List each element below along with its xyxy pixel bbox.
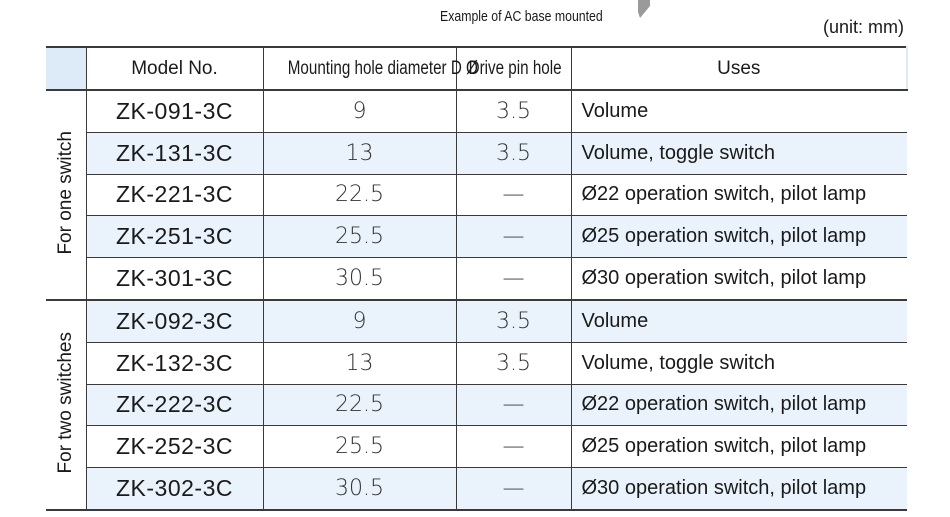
drive-pin-cell: — (455, 215, 571, 259)
drive-pin-cell: — (455, 174, 571, 217)
diameter-cell: 22.5 (262, 174, 456, 217)
header-drive-pin: Drive pin hole (455, 46, 571, 91)
drive-pin-cell: — (455, 257, 571, 301)
diameter-cell: 30.5 (262, 257, 456, 301)
uses-cell: Volume (570, 90, 907, 133)
uses-cell: Volume, toggle switch (570, 132, 907, 175)
uses-cell: Ø30 operation switch, pilot lamp (570, 257, 907, 301)
model-cell: ZK-252-3C (85, 425, 263, 469)
model-cell: ZK-251-3C (85, 215, 263, 259)
uses-cell: Ø30 operation switch, pilot lamp (570, 467, 907, 511)
table-row: ZK-301-3C 30.5 — Ø30 operation switch, p… (46, 257, 907, 301)
table-row: For two switches ZK-092-3C 9 3.5 Volume (46, 299, 907, 511)
uses-cell: Volume, toggle switch (570, 342, 907, 385)
diameter-cell: 13 (262, 342, 456, 385)
model-cell: ZK-301-3C (85, 257, 263, 301)
drive-pin-cell: 3.5 (455, 132, 571, 175)
table-row: ZK-302-3C 30.5 — Ø30 operation switch, p… (46, 467, 907, 511)
image-fragment (638, 0, 650, 18)
model-cell: ZK-092-3C (85, 299, 263, 343)
group-label-two-switches: For two switches (46, 299, 87, 511)
header-uses: Uses (570, 46, 908, 91)
drive-pin-cell: 3.5 (455, 299, 571, 343)
drive-pin-cell: 3.5 (455, 342, 571, 385)
model-cell: ZK-131-3C (85, 132, 263, 175)
model-cell: ZK-221-3C (85, 174, 263, 217)
model-cell: ZK-132-3C (85, 342, 263, 385)
uses-cell: Ø25 operation switch, pilot lamp (570, 215, 907, 259)
diameter-cell: 25.5 (262, 425, 456, 469)
table-row: ZK-132-3C 13 3.5 Volume, toggle switch (46, 342, 907, 385)
diameter-cell: 13 (262, 132, 456, 175)
model-cell: ZK-302-3C (85, 467, 263, 511)
header-corner (46, 46, 86, 91)
table-row: ZK-251-3C 25.5 — Ø25 operation switch, p… (46, 215, 907, 259)
diameter-cell: 25.5 (262, 215, 456, 259)
drive-pin-cell: 3.5 (455, 90, 571, 133)
spec-table: Model No. Mounting hole diameter D Ø Dri… (46, 46, 908, 511)
drive-pin-cell: — (455, 467, 571, 511)
table-row: For one switch ZK-091-3C 9 3.5 Volume (46, 90, 907, 301)
table-row: ZK-222-3C 22.5 — Ø22 operation switch, p… (46, 384, 907, 427)
unit-note: (unit: mm) (823, 17, 904, 37)
header-model: Model No. (85, 46, 263, 91)
header-diameter: Mounting hole diameter D Ø (262, 46, 477, 91)
drive-pin-cell: — (455, 425, 571, 469)
header-row: Model No. Mounting hole diameter D Ø Dri… (46, 46, 908, 91)
uses-cell: Ø22 operation switch, pilot lamp (570, 174, 907, 217)
table-row: ZK-252-3C 25.5 — Ø25 operation switch, p… (46, 425, 907, 469)
figure-caption: Example of AC base mounted (440, 8, 603, 25)
group-label-one-switch: For one switch (46, 90, 87, 301)
diameter-cell: 9 (262, 90, 456, 133)
table-row: ZK-131-3C 13 3.5 Volume, toggle switch (46, 132, 907, 175)
uses-cell: Volume (570, 299, 907, 343)
diameter-cell: 30.5 (262, 467, 456, 511)
drive-pin-cell: — (455, 384, 571, 427)
diameter-cell: 9 (262, 299, 456, 343)
model-cell: ZK-091-3C (85, 90, 263, 133)
uses-cell: Ø25 operation switch, pilot lamp (570, 425, 907, 469)
table-row: ZK-221-3C 22.5 — Ø22 operation switch, p… (46, 174, 907, 217)
model-cell: ZK-222-3C (85, 384, 263, 427)
uses-cell: Ø22 operation switch, pilot lamp (570, 384, 907, 427)
diameter-cell: 22.5 (262, 384, 456, 427)
